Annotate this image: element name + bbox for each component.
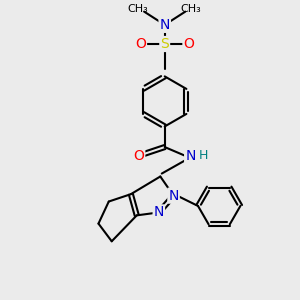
- Text: O: O: [134, 149, 144, 163]
- Text: S: S: [160, 37, 169, 51]
- Text: N: N: [185, 149, 196, 164]
- Text: O: O: [183, 37, 194, 51]
- Text: N: N: [154, 206, 164, 219]
- Text: N: N: [160, 18, 170, 32]
- Text: CH₃: CH₃: [128, 4, 148, 14]
- Text: CH₃: CH₃: [181, 4, 202, 14]
- Text: O: O: [135, 37, 146, 51]
- Text: H: H: [198, 148, 208, 161]
- Text: N: N: [168, 189, 179, 202]
